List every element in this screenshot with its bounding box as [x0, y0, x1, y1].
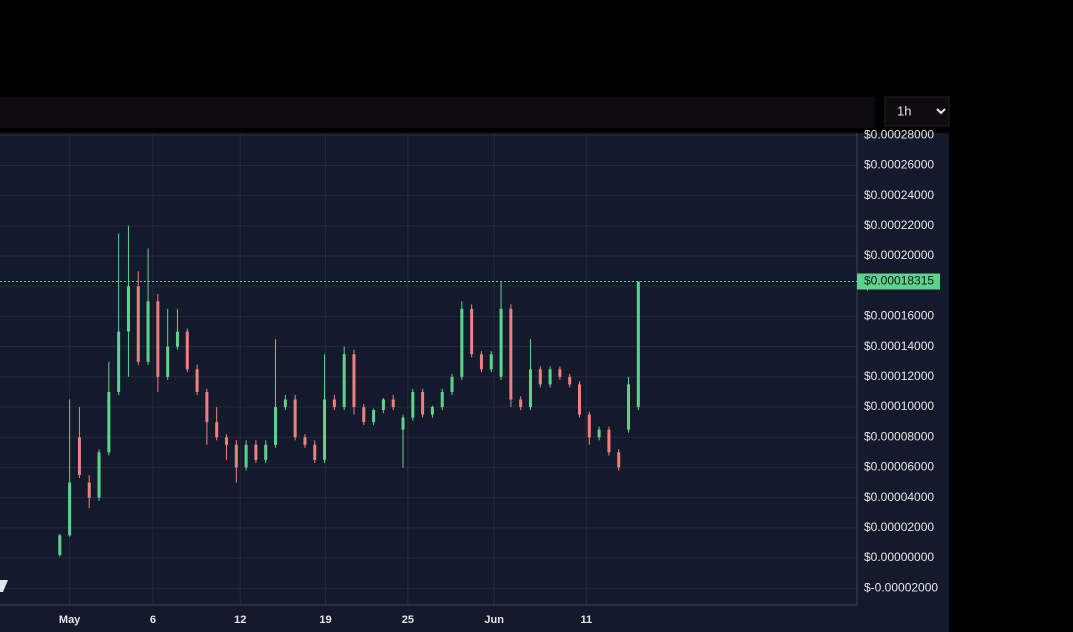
candle-body: [578, 384, 582, 415]
interval-label[interactable]: 1h: [897, 103, 911, 118]
candle-body: [381, 399, 385, 411]
candle-body: [126, 286, 130, 332]
candle-body: [558, 369, 562, 377]
y-tick-label: $0.00020000: [864, 248, 934, 262]
candle-body: [440, 391, 444, 408]
candle-body: [146, 301, 150, 362]
y-tick-label: $0.00026000: [864, 158, 934, 172]
x-tick-label: 12: [234, 614, 246, 626]
logo: [0, 580, 8, 592]
candle-body: [293, 399, 297, 438]
candle-body: [362, 407, 366, 423]
candle-body: [205, 391, 209, 423]
y-tick-label: $0.00016000: [864, 309, 934, 323]
select-arrow: [936, 108, 946, 115]
candle-body: [254, 444, 258, 460]
candle-body: [352, 354, 356, 408]
y-tick-label: $0.00006000: [864, 460, 934, 474]
y-tick-label: $0.00000000: [864, 550, 934, 564]
candle-body: [107, 391, 111, 453]
candle-body: [597, 429, 601, 438]
x-tick-label: Jun: [484, 614, 504, 626]
candle-body: [528, 369, 532, 408]
last-price-label: $0.00018315: [864, 274, 934, 288]
y-tick-label: $0.00014000: [864, 339, 934, 353]
y-tick-label: $0.00010000: [864, 399, 934, 413]
y-tick-label: $-0.00002000: [864, 580, 938, 594]
y-tick-label: $0.00004000: [864, 490, 934, 504]
candle-body: [479, 354, 483, 370]
candle-body: [97, 452, 101, 498]
candle-body: [136, 286, 140, 362]
y-tick-label: $0.00002000: [864, 520, 934, 534]
toolbar: [0, 97, 875, 128]
candle-body: [185, 331, 189, 370]
y-tick-label: $0.00008000: [864, 429, 934, 443]
candle-body: [342, 354, 346, 408]
candle-body: [450, 376, 454, 392]
chart-panel: [0, 133, 949, 632]
candle-body: [303, 437, 307, 445]
x-tick-label: May: [59, 614, 81, 626]
candle-body: [636, 281, 640, 408]
candle-body: [313, 444, 317, 460]
candle-body: [411, 391, 415, 418]
candle-body: [283, 399, 287, 408]
candle-body: [264, 444, 268, 460]
x-tick-label: 6: [150, 614, 156, 626]
candle-body: [538, 369, 542, 385]
candle-body: [460, 308, 464, 377]
candle-body: [568, 376, 572, 385]
y-tick-label: $0.00028000: [864, 127, 934, 141]
candle-body: [156, 301, 160, 377]
y-tick-label: $0.00022000: [864, 218, 934, 232]
candle-body: [195, 369, 199, 392]
candle-body: [215, 422, 219, 438]
candle-body: [372, 410, 376, 423]
candle-body: [499, 308, 503, 377]
candle-body: [519, 399, 523, 408]
candle-body: [332, 399, 336, 408]
plot-area: [0, 133, 857, 605]
candle-body: [77, 437, 81, 475]
candle-body: [391, 399, 395, 408]
candle-body: [430, 407, 434, 415]
x-tick-label: 11: [581, 614, 593, 626]
y-tick-label: $0.00024000: [864, 188, 934, 202]
candle-body: [489, 354, 493, 370]
candle-body: [68, 482, 72, 536]
candle-body: [470, 308, 474, 355]
candle-body: [548, 369, 552, 385]
candle-body: [58, 535, 62, 556]
candle-body: [607, 429, 611, 453]
x-tick-label: 19: [319, 614, 331, 626]
candle-body: [225, 437, 229, 445]
candle-body: [627, 384, 631, 430]
candle-body: [175, 331, 179, 347]
candle-body: [617, 452, 621, 468]
candle-body: [421, 391, 425, 415]
y-tick-label: $0.00012000: [864, 369, 934, 383]
candle-body: [244, 444, 248, 468]
candle-body: [323, 399, 327, 460]
candle-body: [166, 346, 170, 377]
candle-body: [509, 308, 513, 400]
candle-body: [117, 331, 121, 392]
x-tick-label: 25: [402, 614, 414, 626]
candle-body: [274, 407, 278, 445]
candle-body: [234, 444, 238, 468]
candle-body: [401, 417, 405, 430]
last-price-box: [857, 273, 940, 290]
candle-body: [87, 482, 91, 498]
candle-body: [587, 414, 591, 438]
